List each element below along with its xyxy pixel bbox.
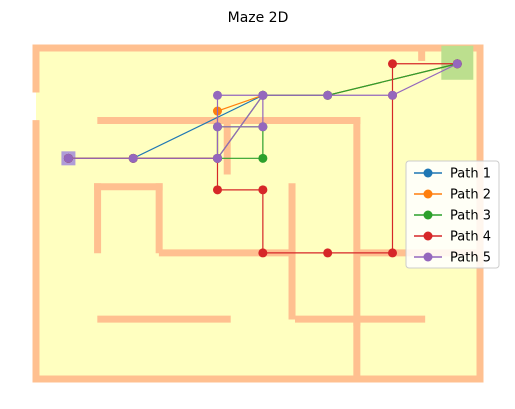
legend-marker xyxy=(423,168,433,178)
data-point xyxy=(212,185,222,195)
data-point xyxy=(258,185,268,195)
data-point xyxy=(212,153,222,163)
data-point xyxy=(387,59,397,69)
legend-label: Path 1 xyxy=(450,167,491,182)
data-point xyxy=(258,122,268,132)
data-point xyxy=(258,248,268,258)
legend-marker xyxy=(423,189,433,199)
data-point xyxy=(387,248,397,258)
legend-marker xyxy=(423,210,433,220)
data-point xyxy=(323,248,333,258)
data-point xyxy=(212,122,222,132)
data-point xyxy=(258,153,268,163)
legend-frame xyxy=(405,160,500,269)
data-point xyxy=(128,153,138,163)
legend-label: Path 3 xyxy=(450,209,491,224)
data-point xyxy=(323,90,333,100)
data-point xyxy=(212,90,222,100)
legend-marker xyxy=(423,252,433,262)
series-layer xyxy=(63,59,462,258)
legend-marker xyxy=(423,231,433,241)
data-point xyxy=(63,153,73,163)
data-point xyxy=(258,90,268,100)
legend-label: Path 2 xyxy=(450,188,491,203)
legend-label: Path 5 xyxy=(450,251,491,266)
data-point xyxy=(387,90,397,100)
data-point xyxy=(452,59,462,69)
chart-title: Maze 2D xyxy=(228,10,289,26)
series-line xyxy=(68,63,458,161)
series-5 xyxy=(63,59,462,163)
legend: Path 1 Path 2 Path 3 Path 4 Path 5 xyxy=(405,160,500,269)
legend-label: Path 4 xyxy=(450,230,491,245)
